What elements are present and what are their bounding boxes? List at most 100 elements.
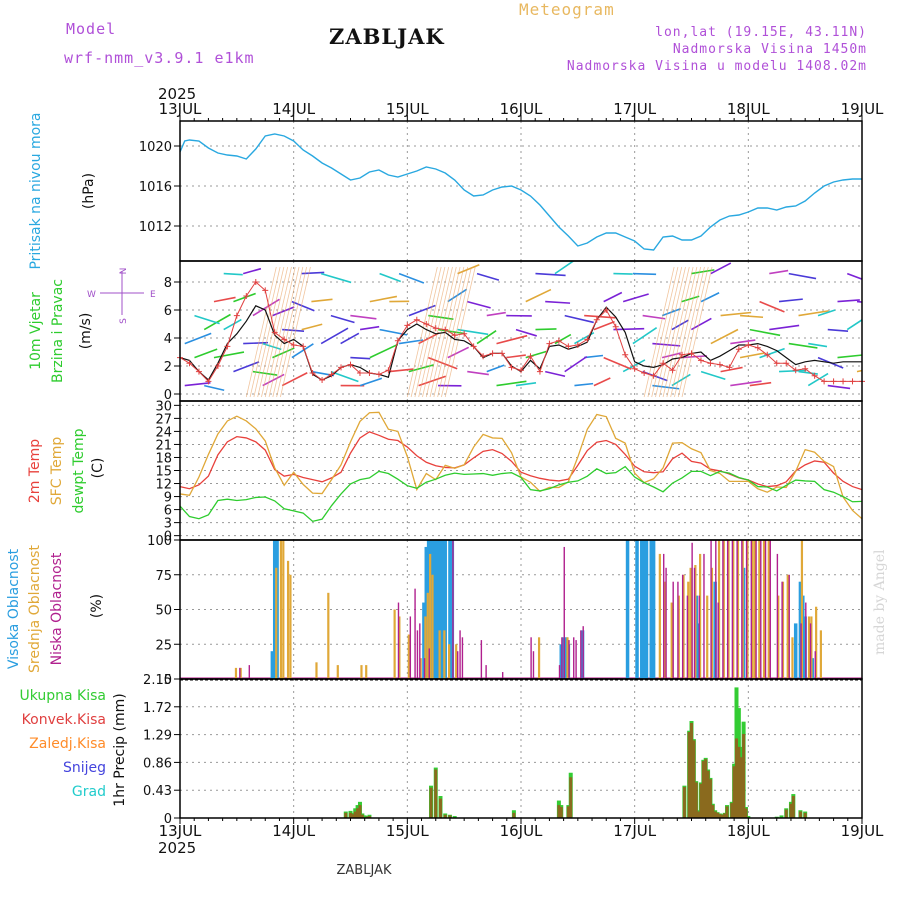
wind-arrow	[846, 272, 862, 280]
y-tick-label: 18	[155, 451, 172, 466]
wind-gust-marker	[764, 351, 771, 358]
low-cloud-bar	[480, 640, 483, 679]
total-precip-bar	[779, 815, 784, 818]
low-cloud-bar	[563, 546, 565, 679]
total-precip-bar	[452, 816, 457, 818]
wind-arrow	[759, 347, 785, 359]
wind-hatch	[245, 266, 277, 398]
wind-hatch	[658, 266, 690, 398]
wind-hatch	[410, 266, 442, 398]
low-cloud-bar	[573, 637, 575, 679]
conv-precip-bar	[732, 766, 736, 818]
mid-cloud-bar	[722, 540, 725, 679]
wind-gust-marker	[195, 368, 202, 375]
wind-gust-marker	[536, 368, 543, 375]
wind-arrow	[788, 272, 817, 280]
conv-precip-bar	[692, 740, 696, 818]
wind-arrow	[408, 304, 436, 317]
wind-arrow	[739, 352, 765, 359]
y-tick-label: 30	[155, 399, 172, 414]
wind-arrow	[330, 370, 359, 383]
y-tick-label: 27	[155, 412, 172, 427]
wind-hatch	[253, 266, 285, 398]
wind-gust-marker	[697, 357, 704, 364]
low-cloud-bar	[781, 581, 783, 679]
wind-arrow	[740, 314, 764, 319]
conv-precip-bar	[353, 811, 357, 818]
low-cloud-bar	[239, 667, 241, 679]
wind-hatch	[643, 266, 675, 398]
low-cloud-bar	[750, 540, 753, 679]
wind-arrow	[837, 299, 860, 303]
mid-cloud-bar	[419, 658, 422, 679]
wind-gust-marker	[451, 332, 458, 339]
high-cloud-bar	[422, 602, 426, 679]
wind-gust-marker	[527, 353, 534, 360]
mid-cloud-bar	[239, 667, 242, 679]
wind-arrow	[652, 384, 680, 390]
wind-arrow	[457, 264, 480, 275]
wind-gust-marker	[593, 316, 600, 323]
product-title: Meteogram	[519, 0, 615, 19]
low-cloud-bar	[686, 595, 689, 679]
wind-arrow	[223, 272, 243, 276]
wind-arrow	[282, 328, 305, 332]
wind-arrow	[369, 343, 399, 359]
mid-cloud-bar	[727, 540, 730, 679]
wind-arrow	[778, 298, 803, 303]
conv-precip-bar	[557, 805, 561, 818]
high-cloud-bar	[640, 540, 644, 679]
y-tick-label: 75	[155, 569, 172, 584]
wind-arrow	[291, 300, 315, 312]
wind-arrow	[554, 333, 572, 345]
low-cloud-bar	[461, 637, 464, 679]
wind-arrow	[418, 375, 447, 387]
conv-precip-bar	[358, 805, 362, 818]
wind-arrow	[496, 334, 528, 345]
low-cloud-bar	[558, 665, 561, 679]
wind-unit: (m/s)	[78, 313, 94, 350]
wind-arrow	[749, 381, 772, 387]
mid-cloud-bar	[810, 616, 813, 679]
wind-arrow	[476, 272, 500, 281]
dewpt-line	[179, 465, 863, 523]
wind-arrow	[233, 292, 256, 303]
mid-cloud-bar	[365, 665, 368, 679]
wind-arrow	[350, 356, 371, 360]
precip-ylabel: 1hr Precip (mm)	[112, 693, 128, 806]
wind-gust-marker	[773, 360, 780, 367]
y-tick-label: 15	[155, 465, 172, 480]
total-precip-bar	[362, 815, 367, 818]
wind-arrow	[817, 309, 836, 317]
wind-arrow	[204, 384, 225, 392]
lonlat-label: lon,lat (19.15E, 43.11N)	[655, 25, 867, 40]
station-title: ZABLJAK	[329, 24, 445, 49]
wind-hatch	[670, 266, 702, 398]
wind-arrow	[720, 311, 752, 317]
low-cloud-bar	[575, 640, 577, 679]
low-cloud-bar	[501, 672, 504, 679]
wind-gust-marker	[423, 321, 430, 327]
y-tick-label: 25	[155, 638, 172, 653]
wind-gust-marker	[224, 343, 231, 350]
wind-gust-marker	[385, 367, 392, 374]
conv-precip-bar	[701, 761, 705, 818]
wind-arrow	[652, 342, 681, 347]
mid-cloud-bar	[717, 540, 721, 679]
conv-precip-bar	[739, 757, 743, 818]
wind-gust-marker	[555, 337, 562, 344]
wind-gust-marker	[243, 293, 250, 299]
mid-cloud-bar	[687, 581, 690, 679]
mid-cloud-bar	[438, 630, 441, 679]
wind-gust-marker	[366, 370, 373, 376]
wind-gust-marker	[745, 342, 752, 348]
wind-gust-marker	[328, 371, 335, 378]
wind-arrow	[359, 325, 380, 331]
conv-precip-bar	[734, 738, 738, 818]
low-cloud-bar	[755, 540, 757, 679]
y-tick-label: 100	[147, 534, 172, 549]
wind-arrow	[690, 317, 712, 331]
model-name: wrf-nmm_v3.9.1 e1km	[64, 49, 255, 67]
wind-hatch	[444, 266, 476, 398]
